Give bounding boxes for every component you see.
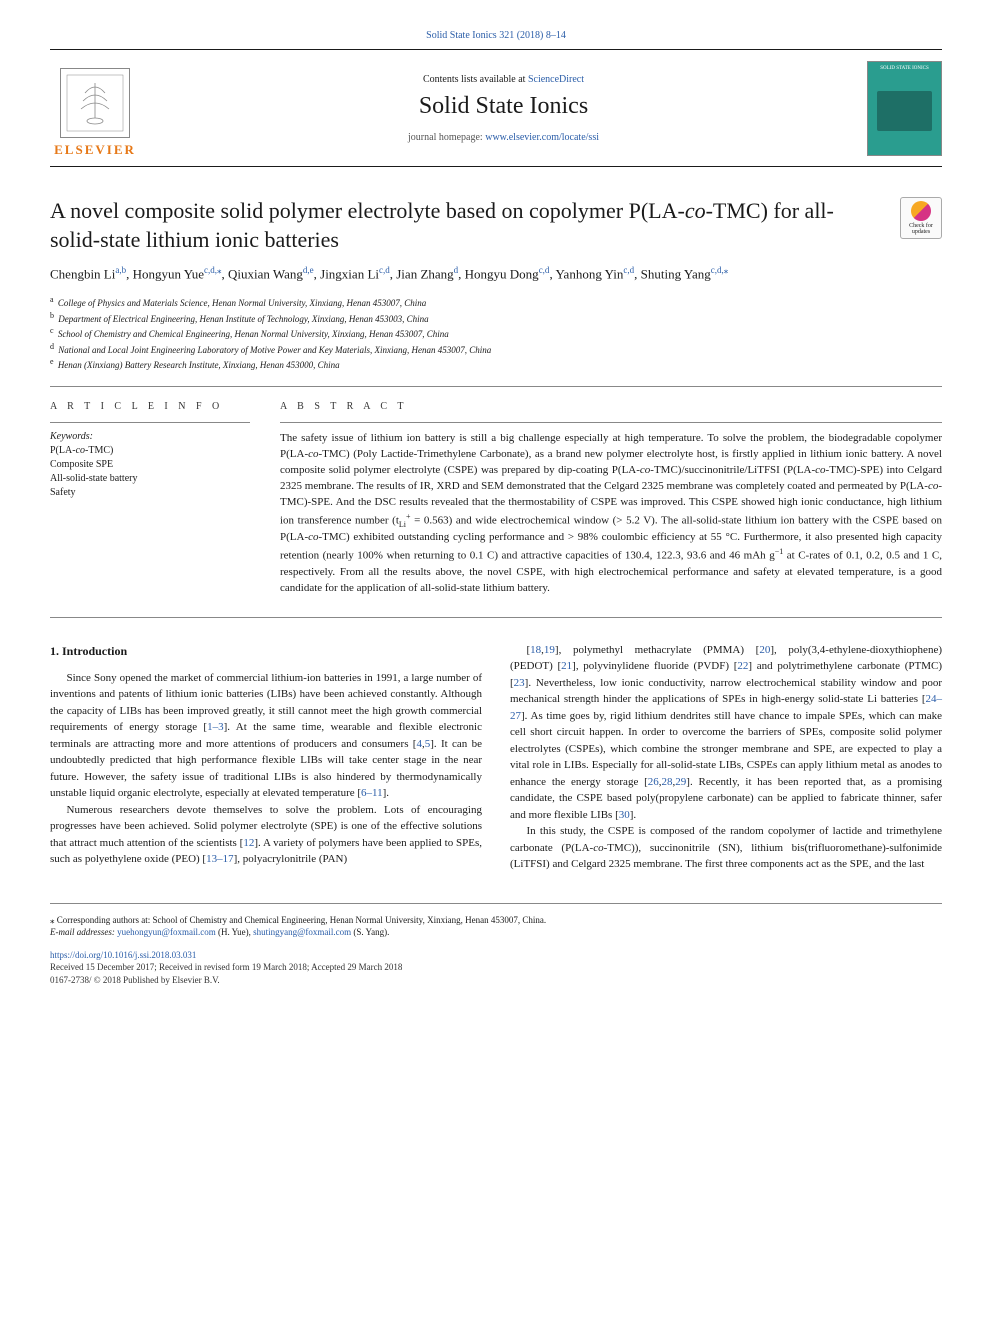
body-paragraph: Numerous researchers devote themselves t… bbox=[50, 802, 482, 868]
author-affiliation-link[interactable]: c,d bbox=[623, 265, 634, 275]
author-affiliation-link[interactable]: c,d bbox=[539, 265, 550, 275]
homepage-link[interactable]: www.elsevier.com/locate/ssi bbox=[485, 132, 599, 143]
corresponding-note: ⁎ Corresponding authors at: School of Ch… bbox=[50, 914, 942, 927]
contents-line: Contents lists available at ScienceDirec… bbox=[140, 74, 867, 85]
divider bbox=[280, 422, 942, 423]
keyword-item: P(LA-co-TMC) bbox=[50, 444, 250, 458]
article-title: A novel composite solid polymer electrol… bbox=[50, 197, 850, 254]
journal-cover-thumb[interactable]: SOLID STATE IONICS bbox=[867, 61, 942, 156]
homepage-prefix: journal homepage: bbox=[408, 132, 485, 143]
email-who: (H. Yue), bbox=[216, 927, 253, 937]
introduction-heading: 1. Introduction bbox=[50, 642, 482, 660]
homepage-line: journal homepage: www.elsevier.com/locat… bbox=[140, 132, 867, 143]
author-list: Chengbin Lia,b, Hongyun Yuec,d,⁎, Qiuxia… bbox=[50, 264, 942, 284]
body-column-right: [18,19], polymethyl methacrylate (PMMA) … bbox=[510, 642, 942, 873]
journal-header: ELSEVIER Contents lists available at Sci… bbox=[50, 49, 942, 167]
sciencedirect-link[interactable]: ScienceDirect bbox=[528, 74, 584, 85]
affiliation-item: a College of Physics and Materials Scien… bbox=[50, 294, 942, 310]
divider bbox=[50, 422, 250, 423]
journal-reference-link[interactable]: Solid State Ionics 321 (2018) 8–14 bbox=[426, 30, 566, 41]
article-info-block: A R T I C L E I N F O Keywords: P(LA-co-… bbox=[50, 401, 250, 597]
keyword-item: All-solid-state battery bbox=[50, 472, 250, 486]
email-label: E-mail addresses: bbox=[50, 927, 117, 937]
journal-name: Solid State Ionics bbox=[140, 93, 867, 120]
author-name: Hongyu Dong bbox=[465, 267, 539, 282]
author-name: Qiuxian Wang bbox=[228, 267, 303, 282]
email-line: E-mail addresses: yuehongyun@foxmail.com… bbox=[50, 926, 942, 939]
affiliation-item: d National and Local Joint Engineering L… bbox=[50, 341, 942, 357]
received-line: Received 15 December 2017; Received in r… bbox=[50, 961, 942, 974]
email-link[interactable]: yuehongyun@foxmail.com bbox=[117, 927, 216, 937]
publisher-logo[interactable]: ELSEVIER bbox=[50, 58, 140, 158]
abstract-label: A B S T R A C T bbox=[280, 401, 942, 412]
doi-link[interactable]: https://doi.org/10.1016/j.ssi.2018.03.03… bbox=[50, 950, 196, 960]
cover-thumb-art-icon bbox=[877, 91, 932, 131]
author-name: Chengbin Li bbox=[50, 267, 115, 282]
keyword-item: Composite SPE bbox=[50, 458, 250, 472]
author-affiliation-link[interactable]: d,e bbox=[303, 265, 314, 275]
corresponding-mark[interactable]: ⁎ bbox=[724, 265, 729, 275]
divider bbox=[50, 386, 942, 387]
header-center: Contents lists available at ScienceDirec… bbox=[140, 74, 867, 143]
author-affiliation-link[interactable]: c,d, bbox=[204, 265, 217, 275]
check-updates-badge[interactable]: Check for updates bbox=[900, 197, 942, 239]
affiliation-list: a College of Physics and Materials Scien… bbox=[50, 294, 942, 372]
abstract-block: A B S T R A C T The safety issue of lith… bbox=[280, 401, 942, 597]
author-name: Jian Zhang bbox=[396, 267, 453, 282]
publisher-name: ELSEVIER bbox=[54, 142, 136, 158]
copyright-line: 0167-2738/ © 2018 Published by Elsevier … bbox=[50, 974, 942, 987]
check-updates-label: Check for updates bbox=[901, 223, 941, 235]
title-ital: co bbox=[685, 198, 706, 223]
title-pre: A novel composite solid polymer electrol… bbox=[50, 198, 685, 223]
body-paragraph: Since Sony opened the market of commerci… bbox=[50, 670, 482, 802]
body-paragraph: In this study, the CSPE is composed of t… bbox=[510, 823, 942, 873]
footer-block: ⁎ Corresponding authors at: School of Ch… bbox=[50, 903, 942, 987]
keyword-item: Safety bbox=[50, 486, 250, 500]
author-affiliation-link[interactable]: a,b bbox=[115, 265, 126, 275]
author-name: Hongyun Yue bbox=[133, 267, 204, 282]
crossmark-icon bbox=[911, 201, 931, 221]
keywords-label: Keywords: bbox=[50, 431, 250, 442]
email-who: (S. Yang). bbox=[351, 927, 389, 937]
abstract-text: The safety issue of lithium ion battery … bbox=[280, 431, 942, 597]
cover-thumb-title: SOLID STATE IONICS bbox=[880, 66, 929, 71]
divider bbox=[50, 617, 942, 618]
author-name: Shuting Yang bbox=[641, 267, 711, 282]
author-affiliation-link[interactable]: c,d, bbox=[711, 265, 724, 275]
author-affiliation-link[interactable]: c,d bbox=[379, 265, 390, 275]
journal-reference: Solid State Ionics 321 (2018) 8–14 bbox=[50, 30, 942, 41]
affiliation-item: e Henan (Xinxiang) Battery Research Inst… bbox=[50, 356, 942, 372]
author-name: Yanhong Yin bbox=[555, 267, 623, 282]
article-info-label: A R T I C L E I N F O bbox=[50, 401, 250, 412]
doi-line: https://doi.org/10.1016/j.ssi.2018.03.03… bbox=[50, 949, 942, 962]
affiliation-item: c School of Chemistry and Chemical Engin… bbox=[50, 325, 942, 341]
author-name: Jingxian Li bbox=[320, 267, 379, 282]
author-affiliation-link[interactable]: d bbox=[454, 265, 459, 275]
keywords-list: P(LA-co-TMC)Composite SPEAll-solid-state… bbox=[50, 444, 250, 500]
email-link[interactable]: shutingyang@foxmail.com bbox=[253, 927, 351, 937]
elsevier-tree-icon bbox=[60, 68, 130, 138]
corresponding-mark[interactable]: ⁎ bbox=[217, 265, 222, 275]
contents-prefix: Contents lists available at bbox=[423, 74, 528, 85]
affiliation-item: b Department of Electrical Engineering, … bbox=[50, 310, 942, 326]
body-paragraph: [18,19], polymethyl methacrylate (PMMA) … bbox=[510, 642, 942, 824]
body-column-left: 1. Introduction Since Sony opened the ma… bbox=[50, 642, 482, 873]
